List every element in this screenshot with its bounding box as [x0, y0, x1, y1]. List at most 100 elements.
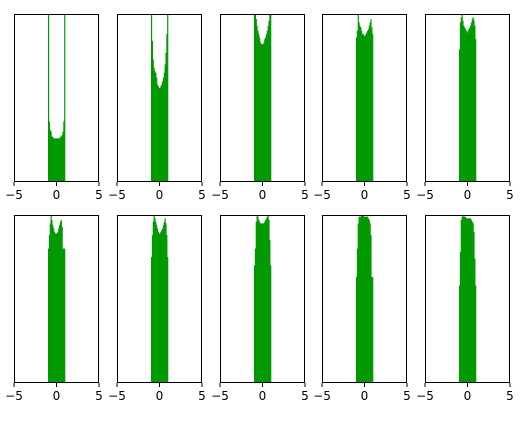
- histogram-bar: [471, 221, 473, 383]
- histogram-bar: [162, 77, 165, 182]
- histogram-bar: [157, 86, 159, 182]
- histogram-bar: [360, 216, 362, 383]
- histogram-bar: [358, 216, 360, 383]
- histogram-bar: [366, 32, 368, 183]
- histogram-bar: [466, 32, 468, 183]
- histogram-bar: [53, 231, 56, 383]
- histogram-bar: [258, 220, 260, 383]
- axes-frame: [220, 14, 305, 182]
- histogram-bar: [470, 25, 472, 183]
- histogram-bar: [265, 218, 268, 383]
- histogram-bar: [60, 220, 62, 383]
- histogram-bar: [51, 136, 53, 182]
- histogram-bar: [62, 248, 64, 383]
- x-tick-label: 0: [53, 188, 61, 202]
- histogram-bar: [369, 22, 371, 183]
- axes-frame: [322, 14, 407, 182]
- axes-frame: [14, 215, 99, 383]
- histogram-bar: [151, 235, 153, 383]
- histogram-bar: [461, 14, 463, 182]
- histogram-bar: [257, 30, 259, 182]
- histogram-bar: [472, 17, 474, 182]
- histogram-bar: [166, 235, 168, 383]
- histogram-bar: [465, 218, 467, 383]
- subplot-1: −5 0 5: [5, 14, 103, 202]
- histogram-bar: [469, 27, 471, 182]
- x-tick-label: 5: [301, 188, 309, 202]
- histogram-bar: [464, 29, 467, 183]
- histogram-bar: [52, 225, 54, 383]
- histogram-bar: [156, 84, 159, 182]
- histogram-bar: [267, 25, 269, 183]
- histogram-bar: [58, 138, 60, 182]
- histogram-bar: [259, 223, 262, 383]
- x-tick-label: 5: [95, 389, 103, 403]
- histogram-bar: [270, 14, 272, 182]
- histogram-bar: [50, 215, 52, 383]
- x-tick-label: −5: [313, 188, 331, 202]
- histogram-bar: [473, 231, 475, 383]
- histogram-bar: [461, 216, 463, 383]
- histogram-bar: [262, 44, 264, 182]
- histogram-bar: [157, 231, 159, 383]
- subplot-6: −5 0 5: [5, 215, 103, 403]
- histogram-bar: [357, 223, 359, 383]
- histogram-bar: [53, 228, 55, 383]
- histogram-bar: [364, 216, 366, 383]
- histogram-bar: [154, 71, 156, 182]
- histogram-bar: [365, 216, 367, 383]
- x-tick-label: 0: [156, 188, 164, 202]
- histogram-bar: [167, 14, 169, 182]
- histogram-bar: [459, 285, 461, 383]
- histogram-bar: [265, 34, 268, 182]
- histogram-bar: [465, 30, 467, 182]
- histogram-bar: [59, 225, 61, 383]
- histogram-bar: [371, 277, 373, 383]
- x-tick-label: 5: [198, 188, 206, 202]
- histogram-bar: [467, 218, 469, 383]
- histogram-bar: [358, 22, 360, 183]
- histogram-bar: [156, 77, 158, 182]
- histogram-bar: [163, 221, 165, 383]
- histogram-bar: [162, 225, 165, 383]
- histogram-bar: [459, 251, 461, 383]
- histogram-bar: [263, 223, 265, 383]
- histogram-bar: [371, 27, 373, 182]
- histogram-bar: [162, 228, 164, 383]
- histogram-bar: [153, 67, 155, 182]
- subplot-3: −5 0 5: [211, 14, 309, 202]
- histogram-bar: [52, 136, 54, 182]
- histogram-bar: [48, 121, 50, 182]
- x-tick-label: 0: [361, 188, 369, 202]
- histogram-bar: [364, 35, 366, 183]
- histogram-bar: [256, 25, 258, 183]
- histogram-bar: [160, 231, 162, 383]
- histogram-bar: [63, 121, 65, 182]
- histogram-bar: [361, 215, 364, 383]
- histogram-bar: [367, 30, 369, 182]
- histogram-bar: [64, 248, 66, 383]
- subplot-9: −5 0 5: [313, 215, 411, 403]
- histogram-bar: [265, 220, 267, 383]
- histogram-bar: [49, 129, 51, 182]
- histogram-bar: [54, 233, 56, 383]
- axes-frame: [425, 215, 510, 383]
- axes-frame: [322, 215, 407, 383]
- histogram-bar: [163, 72, 165, 182]
- histogram-bar: [462, 20, 464, 182]
- histogram-bar: [156, 225, 158, 383]
- histogram-bar: [270, 265, 272, 383]
- histogram-bar: [158, 87, 160, 182]
- histogram-bar: [268, 20, 270, 182]
- histogram-bar: [61, 134, 63, 182]
- histogram-bar: [463, 216, 465, 383]
- histogram-bar: [57, 231, 59, 383]
- histogram-bar: [57, 138, 59, 182]
- histogram-bar: [259, 37, 261, 182]
- histogram-bar: [464, 216, 466, 383]
- histogram-bar: [362, 34, 364, 182]
- histogram-bar: [161, 230, 163, 383]
- histogram-bar: [459, 22, 461, 183]
- histogram-bar: [152, 59, 154, 182]
- histogram-bar: [469, 218, 471, 383]
